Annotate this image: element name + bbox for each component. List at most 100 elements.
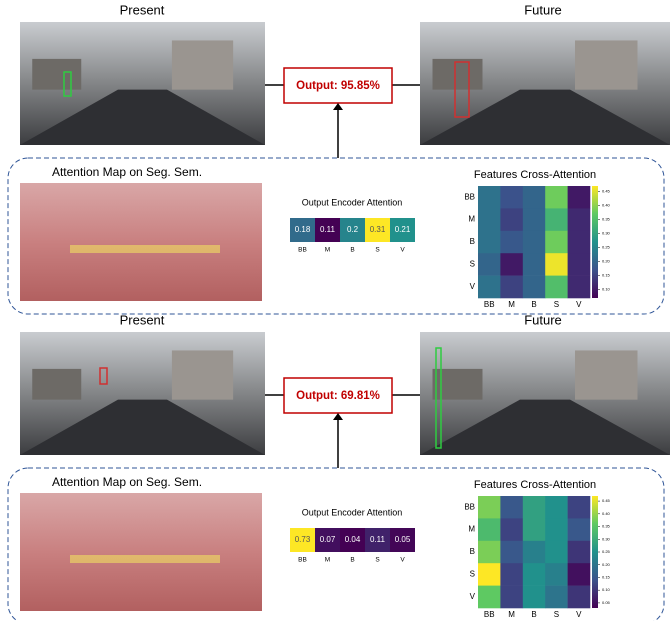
output-text: Output: 95.85%	[296, 80, 380, 92]
heatmap-cell	[478, 518, 501, 541]
building	[433, 369, 483, 400]
encoder-category: S	[375, 557, 380, 564]
colorbar	[592, 186, 598, 298]
encoder-category: M	[325, 247, 330, 254]
present-label: Present	[120, 2, 165, 17]
encoder-category: BB	[298, 247, 307, 254]
heatmap-cell	[545, 276, 568, 299]
arrow-head	[333, 413, 343, 420]
output-text: Output: 69.81%	[296, 390, 380, 402]
colorbar-tick-label: 0.45	[602, 498, 611, 503]
col-label: M	[508, 300, 515, 309]
row-label: V	[470, 592, 476, 601]
heatmap-cell	[500, 518, 523, 541]
panel: Present Future Output: 95.85% Attention Map…	[8, 2, 670, 314]
heatmap-cell	[568, 253, 591, 276]
heatmap-cell	[545, 186, 568, 209]
attention-map	[20, 493, 262, 611]
heatmap-cell	[523, 496, 546, 519]
encoder-value: 0.21	[395, 225, 411, 234]
building	[575, 40, 638, 89]
heatmap-cell	[478, 496, 501, 519]
encoder-category: V	[400, 247, 405, 254]
colorbar-tick-label: 0.10	[602, 587, 611, 592]
heatmap-cell	[500, 276, 523, 299]
encoder-title: Output Encoder Attention	[302, 197, 403, 207]
colorbar-tick-label: 0.30	[602, 536, 611, 541]
figure: Present Future Output: 95.85% Attention Map…	[0, 0, 670, 621]
heatmap-cell	[545, 563, 568, 586]
cross-title: Features Cross-Attention	[474, 169, 596, 181]
heatmap-cell	[500, 208, 523, 231]
col-label: BB	[484, 610, 495, 619]
attention-map-title: Attention Map on Seg. Sem.	[52, 165, 202, 179]
heatmap-cell	[545, 231, 568, 254]
present-label: Present	[120, 312, 165, 327]
encoder-value: 0.18	[295, 225, 311, 234]
colorbar-tick-label: 0.35	[602, 217, 611, 222]
heatmap-cell	[523, 231, 546, 254]
encoder-title: Output Encoder Attention	[302, 507, 403, 517]
colorbar-tick-label: 0.40	[602, 511, 611, 516]
heatmap-cell	[500, 586, 523, 609]
colorbar-tick-label: 0.40	[602, 203, 611, 208]
heatmap-cell	[523, 208, 546, 231]
col-label: V	[576, 300, 582, 309]
heatmap-cell	[500, 496, 523, 519]
encoder-category: S	[375, 247, 380, 254]
encoder-category: B	[350, 247, 354, 254]
heatmap-cell	[500, 541, 523, 564]
encoder-category: B	[350, 557, 354, 564]
col-label: V	[576, 610, 582, 619]
encoder-category: V	[400, 557, 405, 564]
colorbar-tick-label: 0.10	[602, 287, 611, 292]
encoder-value: 0.73	[295, 535, 311, 544]
building	[32, 59, 81, 90]
heatmap-cell	[523, 186, 546, 209]
attention-highlight	[70, 245, 220, 253]
heatmap-cell	[568, 231, 591, 254]
col-label: S	[554, 300, 559, 309]
heatmap-cell	[568, 208, 591, 231]
row-label: B	[470, 547, 475, 556]
building	[32, 369, 81, 400]
building	[433, 59, 483, 90]
colorbar-tick-label: 0.45	[602, 189, 611, 194]
heatmap-cell	[523, 586, 546, 609]
building	[172, 350, 233, 399]
heatmap-cell	[478, 276, 501, 299]
col-label: B	[531, 610, 536, 619]
encoder-value: 0.07	[320, 535, 336, 544]
row-label: B	[470, 237, 475, 246]
building	[575, 350, 638, 399]
heatmap-cell	[478, 586, 501, 609]
heatmap-cell	[545, 518, 568, 541]
future-label: Future	[524, 312, 562, 327]
encoder-category: M	[325, 557, 330, 564]
row-label: M	[468, 525, 475, 534]
encoder-value: 0.11	[320, 225, 336, 234]
encoder-value: 0.31	[370, 225, 386, 234]
row-label: M	[468, 215, 475, 224]
heatmap-cell	[478, 253, 501, 276]
heatmap-cell	[568, 541, 591, 564]
heatmap-cell	[523, 276, 546, 299]
heatmap-cell	[568, 563, 591, 586]
future-label: Future	[524, 2, 562, 17]
colorbar-tick-label: 0.25	[602, 245, 611, 250]
row-label: BB	[464, 192, 475, 201]
heatmap-cell	[523, 563, 546, 586]
col-label: BB	[484, 300, 495, 309]
colorbar	[592, 496, 598, 608]
heatmap-cell	[478, 563, 501, 586]
heatmap-cell	[568, 496, 591, 519]
encoder-value: 0.04	[345, 535, 361, 544]
heatmap-cell	[568, 518, 591, 541]
heatmap-cell	[500, 231, 523, 254]
row-label: V	[470, 282, 476, 291]
attention-map	[20, 183, 262, 301]
colorbar-tick-label: 0.05	[602, 600, 611, 605]
encoder-value: 0.05	[395, 535, 411, 544]
heatmap-cell	[500, 186, 523, 209]
